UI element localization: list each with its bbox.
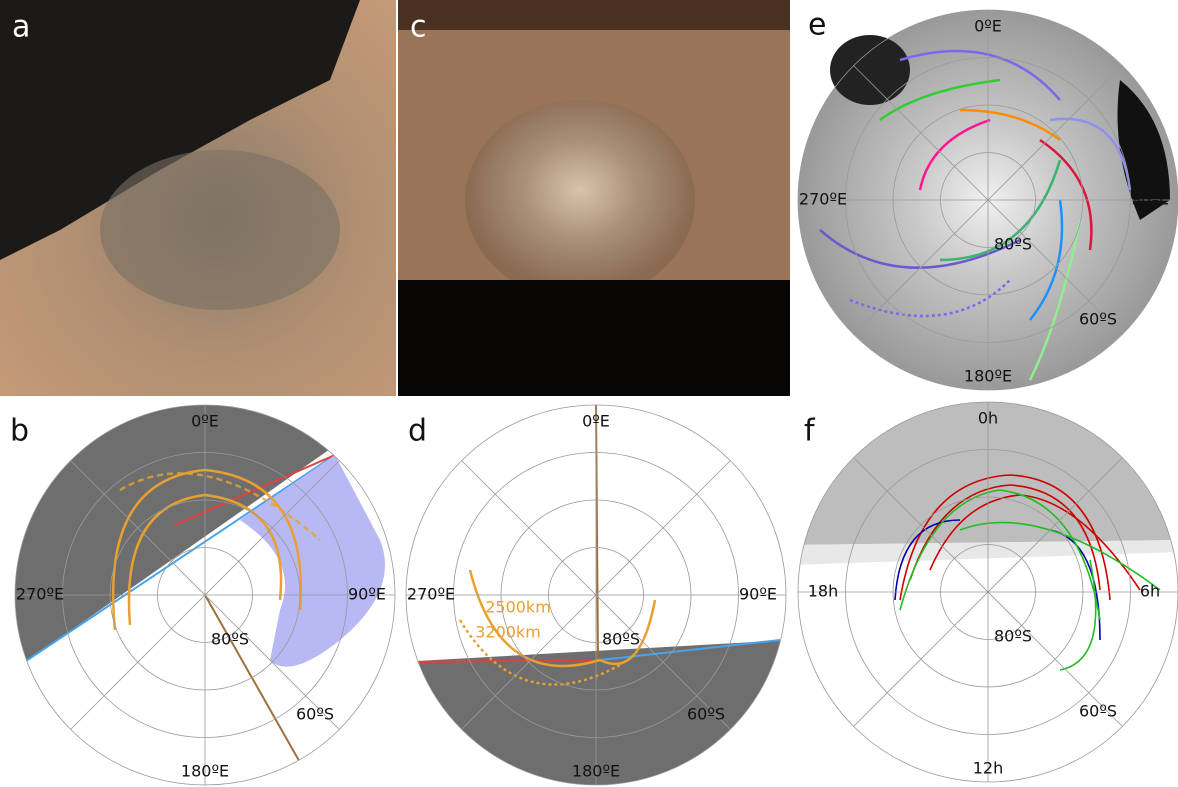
- polar-label: 0h: [978, 409, 998, 428]
- polar-label: 180ºE: [181, 762, 229, 781]
- polar-label: 12h: [973, 759, 1004, 778]
- polar-label: 6h: [1140, 582, 1160, 601]
- polar-label: 270ºE: [799, 190, 847, 209]
- polar-label: 0ºE: [191, 412, 219, 431]
- polar-label: 60ºS: [296, 705, 334, 724]
- polar-label: 0ºE: [582, 412, 610, 431]
- panel-label: b: [10, 414, 29, 449]
- annotation: 3200km: [475, 623, 541, 642]
- polar-label: 90ºE: [739, 585, 777, 604]
- polar-label: 90ºE: [1131, 190, 1169, 209]
- panel-label: c: [410, 10, 427, 45]
- figure: a b 0ºE 270ºE 90ºE 80ºS 60ºS 180ºE c d 0ºE 270ºE 90º…: [0, 0, 1178, 787]
- polar-label: 60ºS: [1079, 702, 1117, 721]
- polar-label: 270ºE: [407, 585, 455, 604]
- polar-label: 80ºS: [602, 630, 640, 649]
- polar-label: 80ºS: [994, 627, 1032, 646]
- polar-label: 180ºE: [964, 367, 1012, 386]
- polar-label: 80ºS: [211, 630, 249, 649]
- polar-label: 60ºS: [687, 705, 725, 724]
- polar-label: 18h: [808, 582, 839, 601]
- panel-a-image: [0, 0, 396, 396]
- polar-label: 270ºE: [16, 585, 64, 604]
- panel-label: d: [408, 414, 427, 449]
- panel-c-image: [398, 0, 790, 396]
- polar-label: 0ºE: [974, 17, 1002, 36]
- panel-label: a: [12, 10, 30, 45]
- panel-label: f: [804, 414, 816, 449]
- polar-label: 90ºE: [348, 585, 386, 604]
- polar-label: 180ºE: [572, 762, 620, 781]
- panel-f-shading: [790, 400, 1178, 670]
- polar-label: 80ºS: [994, 235, 1032, 254]
- panel-label: e: [808, 8, 826, 43]
- annotation: 2500km: [485, 598, 551, 617]
- polar-label: 60ºS: [1079, 310, 1117, 329]
